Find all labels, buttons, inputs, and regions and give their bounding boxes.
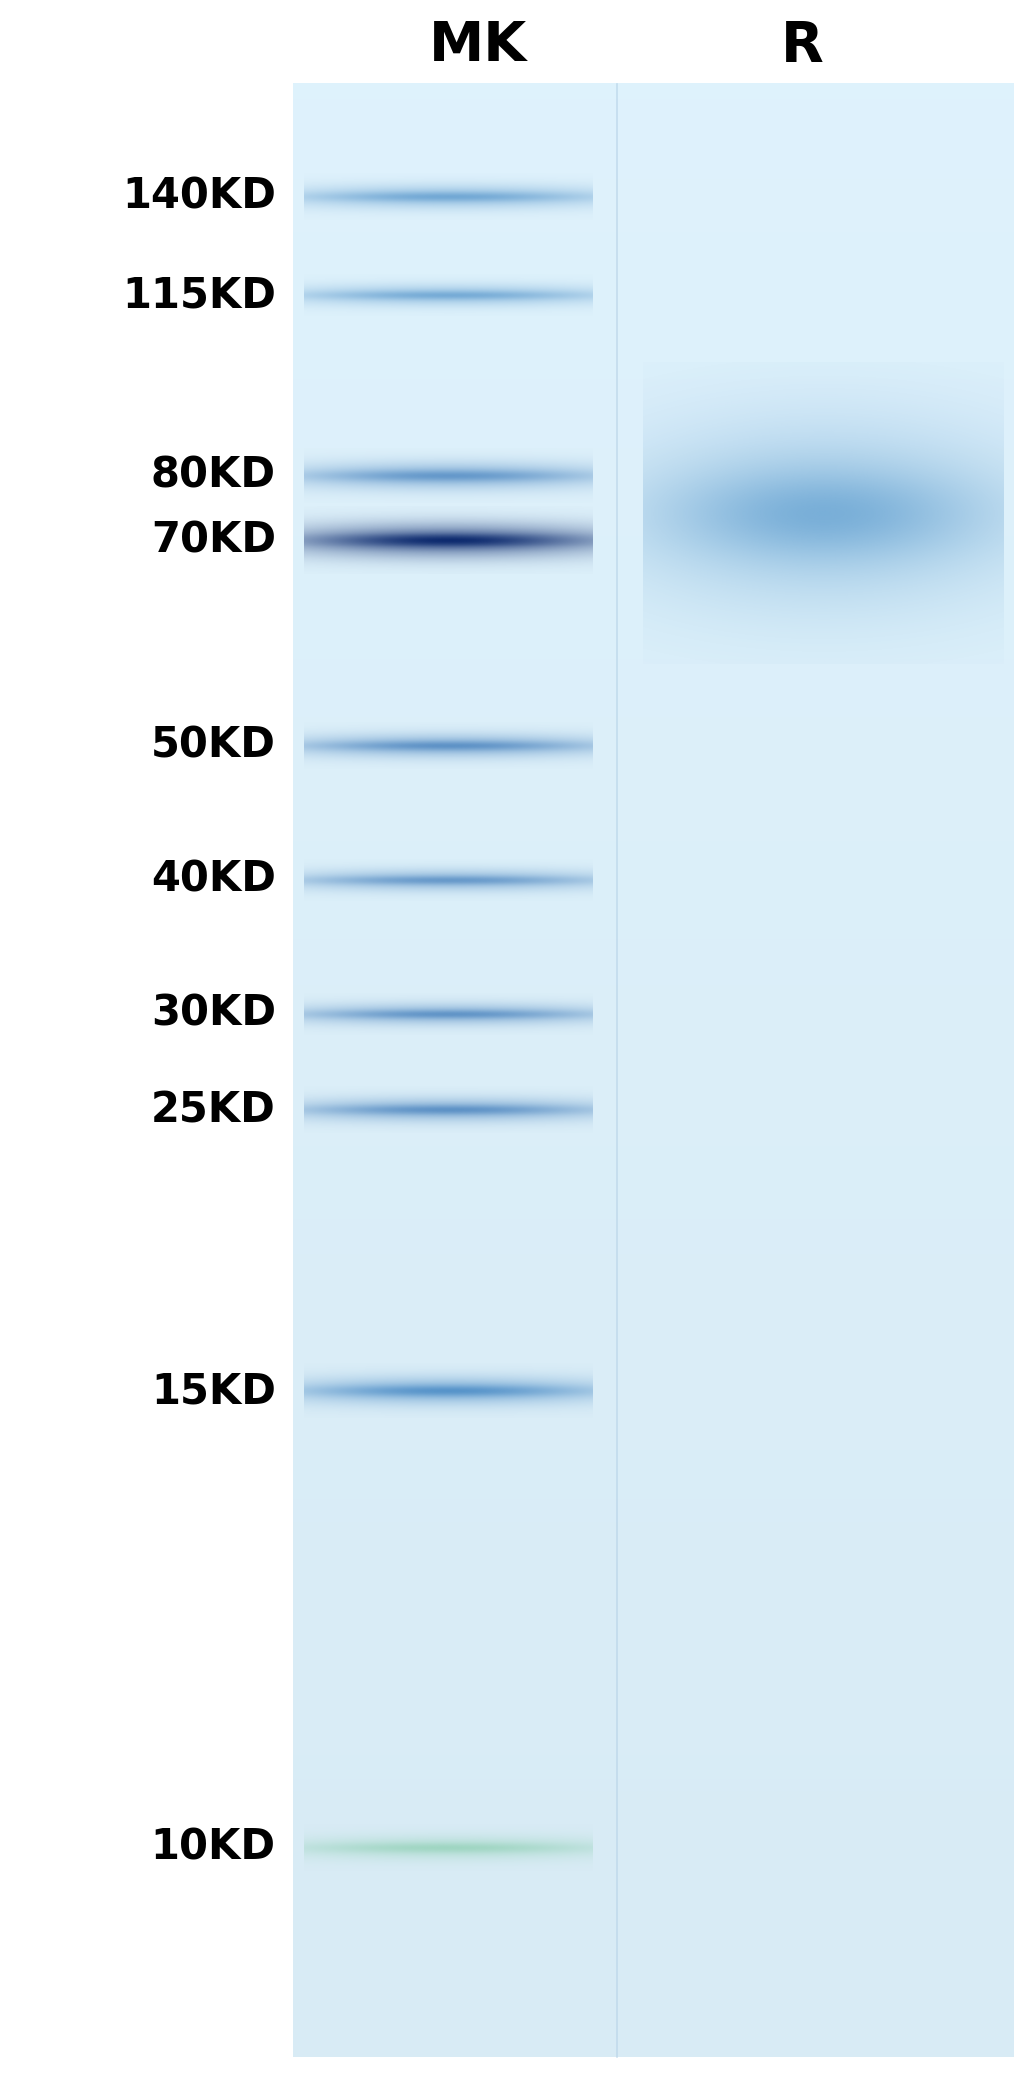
Text: R: R — [781, 19, 824, 73]
Text: 40KD: 40KD — [151, 859, 276, 901]
Text: 115KD: 115KD — [121, 274, 276, 316]
Text: 80KD: 80KD — [151, 455, 276, 497]
Text: 30KD: 30KD — [151, 993, 276, 1035]
Text: 70KD: 70KD — [151, 520, 276, 561]
Text: 15KD: 15KD — [151, 1370, 276, 1412]
Text: 140KD: 140KD — [121, 176, 276, 218]
Text: 10KD: 10KD — [151, 1827, 276, 1869]
Text: 25KD: 25KD — [151, 1089, 276, 1131]
Text: MK: MK — [429, 19, 528, 73]
Text: 50KD: 50KD — [151, 725, 276, 767]
